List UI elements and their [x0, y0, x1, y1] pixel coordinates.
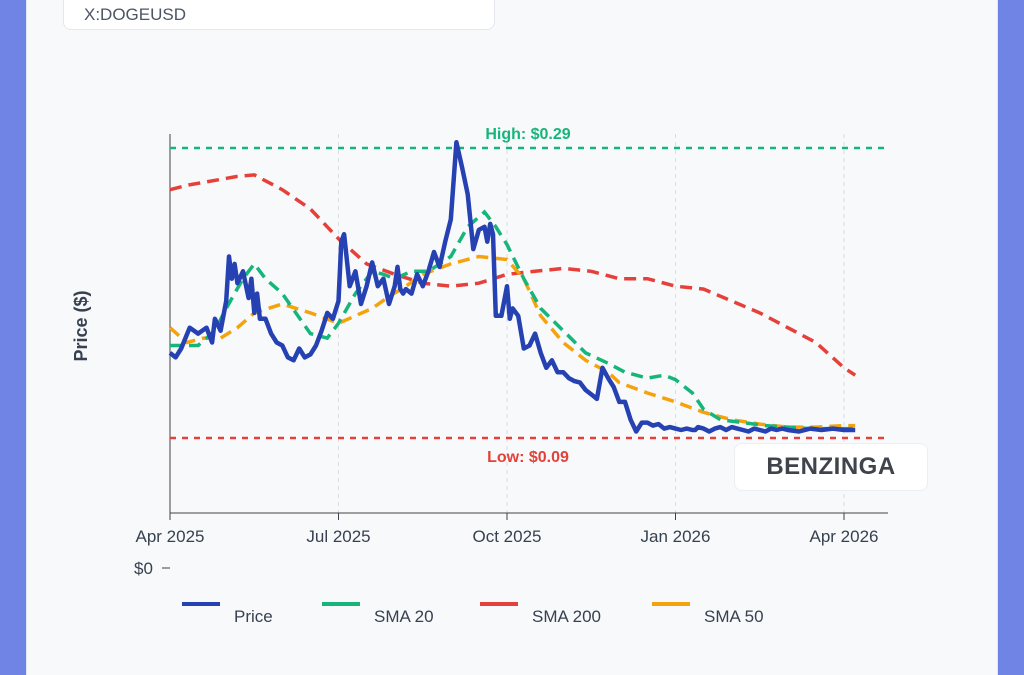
benzinga-watermark: BENZINGA	[734, 443, 928, 491]
sma20-line	[170, 209, 856, 431]
low-label: Low: $0.09	[487, 449, 569, 466]
x-tick-label: Apr 2026	[810, 527, 879, 546]
x-tick-labels: Apr 2025 Jul 2025 Oct 2025 Jan 2026 Apr 2026	[136, 513, 879, 546]
legend-label: SMA 200	[532, 607, 601, 626]
x-tick-label: Jan 2026	[641, 527, 711, 546]
sma200-line	[169, 173, 857, 377]
x-tick-label: Oct 2025	[473, 527, 542, 546]
x-tick-label: Jul 2025	[306, 527, 370, 546]
ticker-symbol: X:DOGEUSD	[84, 5, 187, 24]
y-axis-label: Price ($)	[71, 290, 91, 361]
ticker-box: X:DOGEUSD	[63, 0, 495, 30]
high-label: High: $0.29	[485, 126, 570, 143]
y-tick-label: $0	[134, 559, 153, 578]
price-line	[168, 140, 856, 434]
legend-label: SMA 50	[704, 607, 764, 626]
sma50-line	[168, 254, 856, 429]
legend: Price SMA 20 SMA 200 SMA 50	[182, 602, 764, 626]
x-tick-label: Apr 2025	[136, 527, 205, 546]
legend-label: Price	[234, 607, 273, 626]
legend-label: SMA 20	[374, 607, 434, 626]
